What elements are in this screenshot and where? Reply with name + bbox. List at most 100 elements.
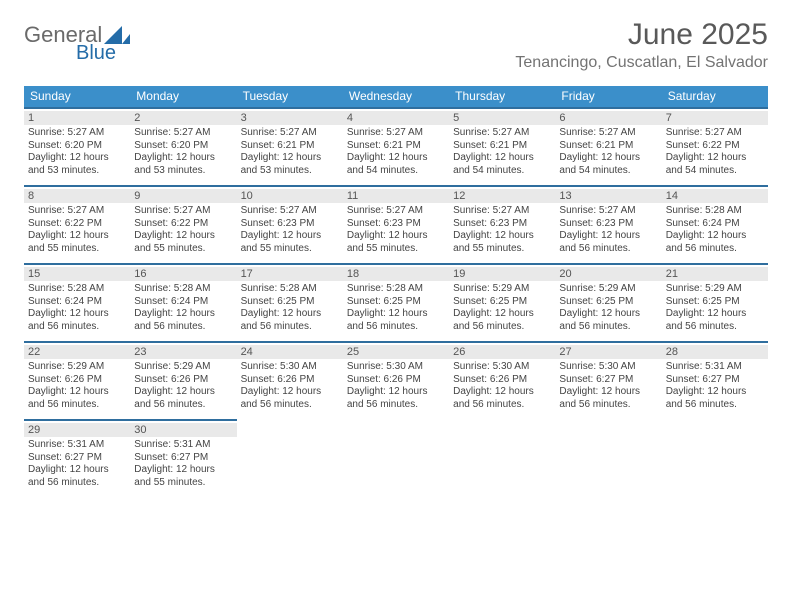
day-cell: 15Sunrise: 5:28 AMSunset: 6:24 PMDayligh… [24, 263, 130, 341]
title-block: June 2025 Tenancingo, Cuscatlan, El Salv… [515, 18, 768, 72]
sunset-line: Sunset: 6:26 PM [28, 374, 126, 387]
day-cell: 16Sunrise: 5:28 AMSunset: 6:24 PMDayligh… [130, 263, 236, 341]
sunrise-line: Sunrise: 5:27 AM [241, 127, 339, 140]
day-cell: 14Sunrise: 5:28 AMSunset: 6:24 PMDayligh… [662, 185, 768, 263]
day-number: 28 [662, 345, 768, 359]
day-cell: 29 Sunrise: 5:31 AMSunset: 6:27 PMDayligh… [24, 419, 130, 497]
day-cell: 18Sunrise: 5:28 AMSunset: 6:25 PMDayligh… [343, 263, 449, 341]
daylight-line: Daylight: 12 hours and 56 minutes. [28, 308, 126, 333]
calendar-grid: 1Sunrise: 5:27 AMSunset: 6:20 PMDaylight… [24, 107, 768, 497]
sunset-line: Sunset: 6:25 PM [666, 296, 764, 309]
sunrise-line: Sunrise: 5:27 AM [453, 205, 551, 218]
sunset-line: Sunset: 6:24 PM [666, 218, 764, 231]
daylight-line: Daylight: 12 hours and 55 minutes. [347, 230, 445, 255]
day-cell: 8Sunrise: 5:27 AMSunset: 6:22 PMDaylight… [24, 185, 130, 263]
daylight-line: Daylight: 12 hours and 56 minutes. [347, 308, 445, 333]
day-number: 26 [449, 345, 555, 359]
sunset-line: Sunset: 6:27 PM [666, 374, 764, 387]
day-cell: 27Sunrise: 5:30 AMSunset: 6:27 PMDayligh… [555, 341, 661, 419]
day-number: 10 [237, 189, 343, 203]
sunset-line: Sunset: 6:25 PM [559, 296, 657, 309]
sunset-line: Sunset: 6:23 PM [559, 218, 657, 231]
sunset-line: Sunset: 6:21 PM [453, 140, 551, 153]
sunrise-line: Sunrise: 5:27 AM [347, 205, 445, 218]
day-cell: 10 Sunrise: 5:27 AMSunset: 6:23 PMDayligh… [237, 185, 343, 263]
sunset-line: Sunset: 6:23 PM [453, 218, 551, 231]
day-number: 1 [24, 111, 130, 125]
sunset-line: Sunset: 6:23 PM [347, 218, 445, 231]
daylight-line: Daylight: 12 hours and 53 minutes. [241, 152, 339, 177]
month-title: June 2025 [515, 18, 768, 52]
header: General Blue June 2025 Tenancingo, Cusca… [24, 18, 768, 72]
sunset-line: Sunset: 6:20 PM [28, 140, 126, 153]
day-number: 22 [24, 345, 130, 359]
daylight-line: Daylight: 12 hours and 56 minutes. [666, 386, 764, 411]
sunrise-line: Sunrise: 5:31 AM [28, 439, 126, 452]
day-number: 29 [24, 423, 130, 437]
daylight-line: Daylight: 12 hours and 54 minutes. [559, 152, 657, 177]
day-number: 23 [130, 345, 236, 359]
daylight-line: Daylight: 12 hours and 55 minutes. [134, 230, 232, 255]
day-number: 9 [130, 189, 236, 203]
weekday-header: Wednesday [343, 86, 449, 107]
day-cell: 6Sunrise: 5:27 AMSunset: 6:21 PMDaylight… [555, 107, 661, 185]
sunset-line: Sunset: 6:27 PM [28, 452, 126, 465]
day-number: 18 [343, 267, 449, 281]
daylight-line: Daylight: 12 hours and 56 minutes. [453, 386, 551, 411]
daylight-line: Daylight: 12 hours and 54 minutes. [666, 152, 764, 177]
day-number: 2 [130, 111, 236, 125]
weekday-header: Sunday [24, 86, 130, 107]
sunrise-line: Sunrise: 5:29 AM [559, 283, 657, 296]
weekday-header: Monday [130, 86, 236, 107]
sunrise-line: Sunrise: 5:27 AM [347, 127, 445, 140]
day-number: 12 [449, 189, 555, 203]
day-cell: 3Sunrise: 5:27 AMSunset: 6:21 PMDaylight… [237, 107, 343, 185]
day-number: 16 [130, 267, 236, 281]
sunrise-line: Sunrise: 5:27 AM [453, 127, 551, 140]
daylight-line: Daylight: 12 hours and 53 minutes. [134, 152, 232, 177]
sunrise-line: Sunrise: 5:27 AM [666, 127, 764, 140]
daylight-line: Daylight: 12 hours and 56 minutes. [559, 308, 657, 333]
sunset-line: Sunset: 6:21 PM [559, 140, 657, 153]
sunrise-line: Sunrise: 5:27 AM [28, 205, 126, 218]
sunset-line: Sunset: 6:25 PM [241, 296, 339, 309]
sunset-line: Sunset: 6:27 PM [559, 374, 657, 387]
daylight-line: Daylight: 12 hours and 56 minutes. [134, 308, 232, 333]
day-number: 4 [343, 111, 449, 125]
location-text: Tenancingo, Cuscatlan, El Salvador [515, 54, 768, 72]
daylight-line: Daylight: 12 hours and 53 minutes. [28, 152, 126, 177]
sunrise-line: Sunrise: 5:30 AM [347, 361, 445, 374]
sunrise-line: Sunrise: 5:29 AM [453, 283, 551, 296]
sunset-line: Sunset: 6:25 PM [347, 296, 445, 309]
day-number: 5 [449, 111, 555, 125]
sunset-line: Sunset: 6:25 PM [453, 296, 551, 309]
daylight-line: Daylight: 12 hours and 56 minutes. [28, 464, 126, 489]
day-cell: 26Sunrise: 5:30 AMSunset: 6:26 PMDayligh… [449, 341, 555, 419]
sunrise-line: Sunrise: 5:28 AM [241, 283, 339, 296]
day-cell: 5Sunrise: 5:27 AMSunset: 6:21 PMDaylight… [449, 107, 555, 185]
day-number: 27 [555, 345, 661, 359]
day-cell: 30Sunrise: 5:31 AMSunset: 6:27 PMDayligh… [130, 419, 236, 497]
daylight-line: Daylight: 12 hours and 56 minutes. [666, 308, 764, 333]
sunrise-line: Sunrise: 5:29 AM [134, 361, 232, 374]
sunrise-line: Sunrise: 5:27 AM [28, 127, 126, 140]
sunrise-line: Sunrise: 5:30 AM [241, 361, 339, 374]
sunset-line: Sunset: 6:22 PM [666, 140, 764, 153]
sunrise-line: Sunrise: 5:28 AM [134, 283, 232, 296]
day-number: 14 [662, 189, 768, 203]
daylight-line: Daylight: 12 hours and 55 minutes. [453, 230, 551, 255]
logo-text-blue: Blue [76, 42, 130, 65]
day-number: 24 [237, 345, 343, 359]
weekday-header-row: SundayMondayTuesdayWednesdayThursdayFrid… [24, 86, 768, 107]
sunset-line: Sunset: 6:23 PM [241, 218, 339, 231]
sunset-line: Sunset: 6:26 PM [347, 374, 445, 387]
day-number: 6 [555, 111, 661, 125]
sunrise-line: Sunrise: 5:28 AM [666, 205, 764, 218]
day-cell: 2Sunrise: 5:27 AMSunset: 6:20 PMDaylight… [130, 107, 236, 185]
sunrise-line: Sunrise: 5:27 AM [241, 205, 339, 218]
daylight-line: Daylight: 12 hours and 55 minutes. [241, 230, 339, 255]
sunrise-line: Sunrise: 5:29 AM [666, 283, 764, 296]
day-number: 7 [662, 111, 768, 125]
day-cell: 9Sunrise: 5:27 AMSunset: 6:22 PMDaylight… [130, 185, 236, 263]
sunset-line: Sunset: 6:22 PM [134, 218, 232, 231]
